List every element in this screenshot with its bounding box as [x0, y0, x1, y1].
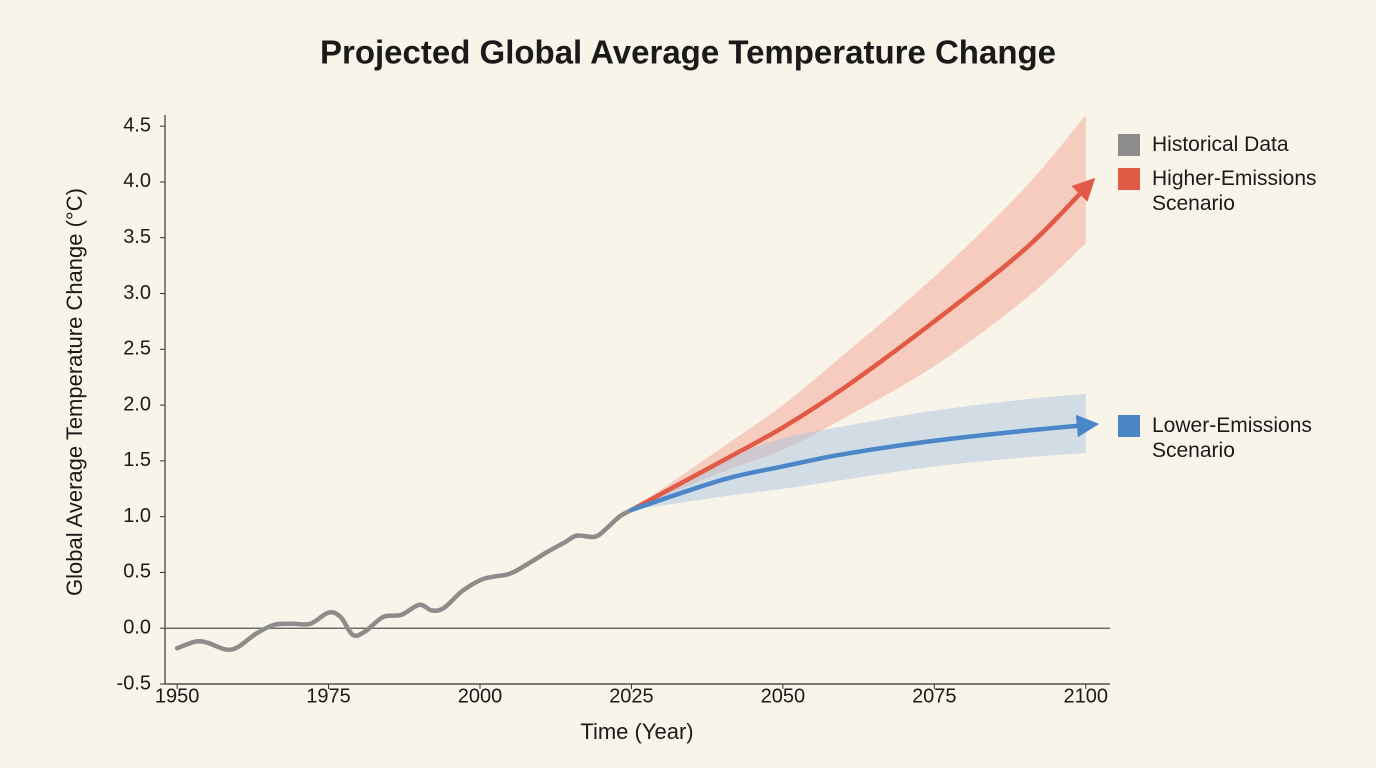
- legend-label: Higher-Emissions Scenario: [1152, 167, 1317, 215]
- legend-swatch: [1118, 168, 1140, 190]
- x-tick-label: 1950: [155, 685, 200, 707]
- x-axis-label: Time (Year): [580, 719, 693, 744]
- legend-label: Historical Data: [1152, 133, 1289, 156]
- legend-item: Lower-Emissions Scenario: [1118, 413, 1352, 463]
- series-line: [174, 507, 634, 652]
- y-tick-label: 0.0: [123, 616, 151, 638]
- y-tick-label: 4.5: [123, 114, 151, 136]
- legend-item: Historical Data: [1118, 132, 1352, 157]
- legend-swatch: [1118, 415, 1140, 438]
- y-tick-label: 1.0: [123, 505, 151, 527]
- x-tick-label: 1975: [306, 685, 351, 707]
- y-tick-label: 1.5: [123, 449, 151, 471]
- uncertainty-band: [631, 115, 1086, 510]
- y-tick-label: 4.0: [123, 170, 151, 192]
- legend-label: Lower-Emissions Scenario: [1152, 414, 1312, 463]
- y-tick-label: -0.5: [117, 672, 151, 694]
- legend-swatch: [1118, 134, 1140, 156]
- y-axis-label: Global Average Temperature Change (°C): [62, 188, 87, 596]
- y-tick-label: 3.5: [123, 226, 151, 248]
- legend-item: Higher-Emissions Scenario: [1118, 166, 1352, 216]
- y-tick-label: 0.5: [123, 561, 151, 583]
- x-tick-label: 2025: [609, 685, 654, 707]
- y-tick-label: 2.5: [123, 338, 151, 360]
- x-tick-label: 2075: [912, 685, 957, 707]
- y-tick-label: 3.0: [123, 282, 151, 304]
- series-line: [629, 414, 1100, 513]
- series-line: [629, 177, 1096, 513]
- chart-title: Projected Global Average Temperature Cha…: [320, 34, 1056, 71]
- x-tick-label: 2050: [761, 685, 806, 707]
- x-tick-label: 2000: [458, 685, 503, 707]
- x-tick-label: 2100: [1064, 685, 1109, 707]
- y-tick-label: 2.0: [123, 393, 151, 415]
